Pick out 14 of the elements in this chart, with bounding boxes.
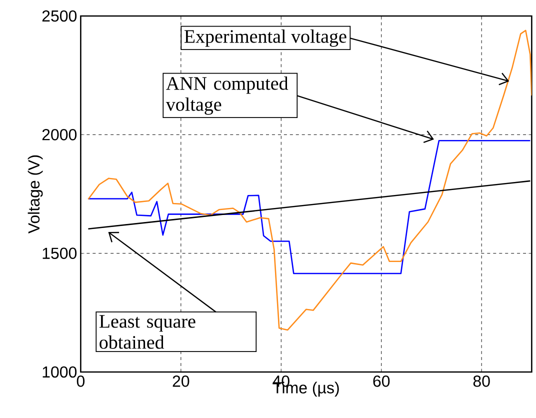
annotation: Least square obtained [99, 315, 196, 349]
y-tick-label: 1000 [42, 366, 77, 378]
annotation: Experimental voltage [184, 30, 346, 47]
y-tick-label: 2500 [42, 10, 77, 22]
line-series [88, 30, 532, 331]
y-axis-title: Voltage (V) [28, 155, 43, 234]
x-tick-label: 60 [373, 376, 390, 387]
line-series [88, 140, 531, 274]
x-tick-label: 80 [473, 376, 490, 387]
x-tick-label: 0 [76, 376, 85, 387]
annotation: ANN computed voltage [166, 76, 288, 115]
y-tick-label: 2000 [42, 129, 77, 140]
y-tick-label: 1500 [42, 248, 77, 259]
x-tick-label: 20 [172, 376, 190, 387]
